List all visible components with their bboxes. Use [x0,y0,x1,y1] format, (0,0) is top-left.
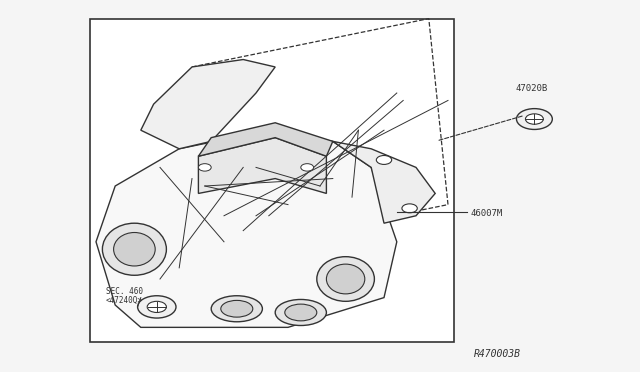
Ellipse shape [275,299,326,326]
Circle shape [402,204,417,213]
Polygon shape [96,130,397,327]
Ellipse shape [114,232,156,266]
Ellipse shape [211,296,262,322]
Text: 46007M: 46007M [470,209,502,218]
Ellipse shape [317,257,374,301]
Ellipse shape [326,264,365,294]
Circle shape [198,164,211,171]
Bar [90,19,454,342]
Ellipse shape [102,223,166,275]
Circle shape [516,109,552,129]
Circle shape [376,155,392,164]
Circle shape [301,164,314,171]
Ellipse shape [221,300,253,317]
Text: <47240Q>: <47240Q> [106,296,143,305]
Polygon shape [333,141,435,223]
Text: SEC. 460: SEC. 460 [106,287,143,296]
Text: R470003B: R470003B [474,349,520,359]
Polygon shape [198,123,333,156]
Polygon shape [141,60,275,149]
Circle shape [147,301,166,312]
Text: 47020B: 47020B [515,84,547,93]
Circle shape [138,296,176,318]
Circle shape [525,114,543,124]
Ellipse shape [285,304,317,321]
Polygon shape [198,138,326,193]
